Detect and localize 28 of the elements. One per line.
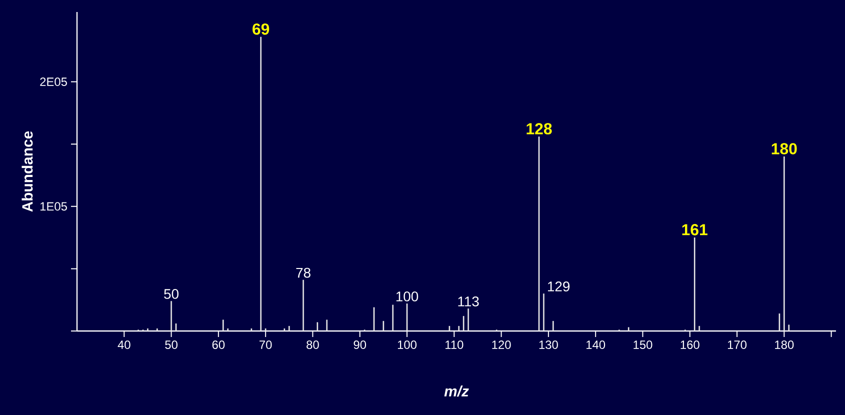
annotation: 100 [396,292,418,302]
annotation: 161 [682,224,708,236]
annotation: 113 [458,296,479,306]
x-tick-label: 160 [680,340,700,349]
annotation: 129 [548,282,570,292]
x-tick-label: 110 [446,340,464,349]
x-tick-label: 60 [212,340,225,349]
x-tick-label: 50 [165,340,178,349]
x-tick-label: 130 [539,340,558,349]
x-tick-label: 150 [634,340,652,349]
annotation: 50 [164,289,179,299]
x-tick-label: 40 [118,340,130,349]
annotation: 78 [296,268,310,278]
y-tick-label: 1E05 [40,202,67,211]
x-axis-title: m/z [444,386,469,397]
x-tick-label: 170 [728,340,747,349]
x-tick-label: 100 [398,340,417,349]
x-tick-label: 80 [306,340,319,349]
x-tick-label: 180 [775,340,794,349]
annotation: 180 [772,143,797,154]
annotation: 69 [252,23,270,35]
x-tick-label: 140 [586,340,606,349]
x-tick-label: 90 [354,340,366,349]
x-tick-label: 70 [260,340,272,349]
x-tick-label: 120 [492,340,511,349]
y-axis-title: Abundance [22,131,33,212]
annotation: 128 [526,123,552,134]
y-tick-label: 2E05 [40,78,67,86]
